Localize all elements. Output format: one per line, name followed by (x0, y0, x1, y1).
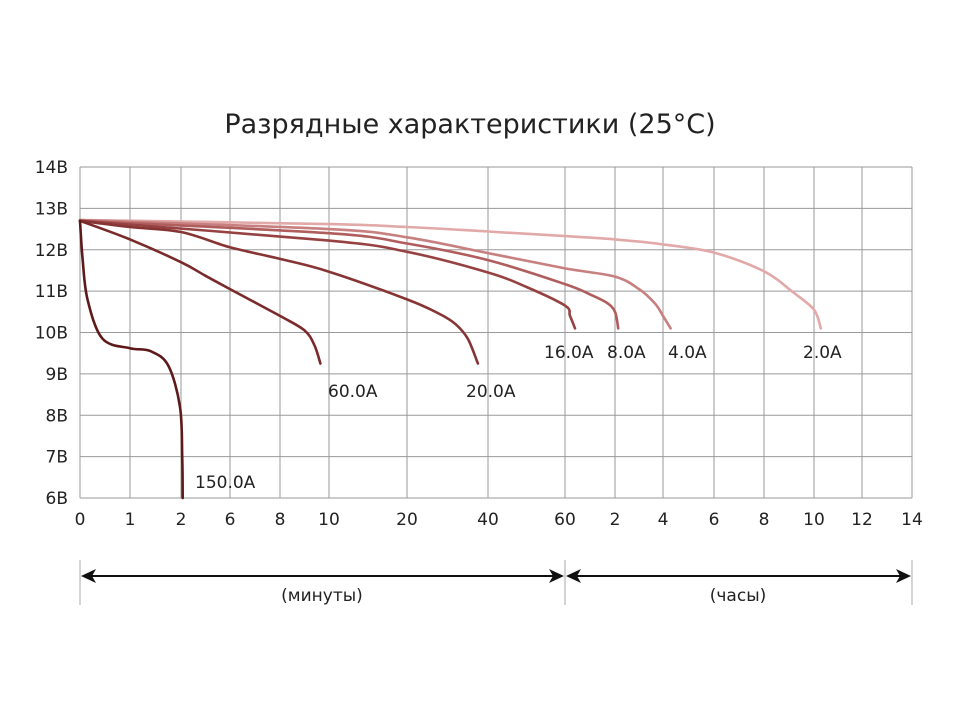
y-tick-label: 13В (35, 199, 68, 219)
hours-label: (часы) (710, 586, 767, 606)
y-tick-label: 9В (46, 365, 68, 385)
x-tick-label: 6 (709, 510, 720, 530)
chart-title: Разрядные характеристики (25°C) (224, 109, 715, 140)
series-line-2.0A (78, 218, 823, 330)
x-tick-label: 12 (851, 510, 873, 530)
x-tick-label: 2 (610, 510, 621, 530)
series-label: 2.0A (803, 343, 842, 363)
x-tick-label: 20 (396, 510, 418, 530)
y-tick-labels: 6В 7В 8В 9В 10В 11В 12В 13В 14В (35, 158, 68, 509)
series-line-20.0A (78, 219, 480, 365)
x-tick-label: 60 (554, 510, 576, 530)
series-line-16.0A (78, 219, 577, 330)
x-tick-labels: 0 1 2 6 8 10 20 40 60 2 4 6 8 10 12 14 (75, 510, 923, 530)
hours-arrowhead-right (896, 569, 911, 583)
x-range-arrows: (минуты) (часы) (79, 560, 913, 606)
hours-arrowhead-left (566, 569, 581, 583)
series-label: 8.0A (607, 343, 646, 363)
series-line-60.0A (78, 219, 322, 365)
series-line-8.0A (78, 219, 620, 330)
x-tick-label: 10 (318, 510, 340, 530)
x-tick-label: 0 (75, 510, 86, 530)
series-label: 20.0A (466, 382, 516, 402)
series-label: 150.0A (195, 473, 256, 493)
y-tick-label: 8В (46, 406, 68, 426)
y-tick-label: 14В (35, 158, 68, 178)
y-tick-label: 10В (35, 324, 68, 344)
y-tick-label: 12В (35, 241, 68, 261)
x-tick-label: 1 (125, 510, 136, 530)
x-tick-label: 4 (658, 510, 669, 530)
x-tick-label: 14 (901, 510, 923, 530)
minutes-arrowhead-left (81, 569, 96, 583)
x-tick-label: 8 (759, 510, 770, 530)
x-tick-label: 2 (176, 510, 187, 530)
minutes-label: (минуты) (281, 586, 363, 606)
minutes-arrowhead-right (549, 569, 564, 583)
grid (79, 166, 913, 499)
series-label: 16.0A (544, 343, 594, 363)
y-tick-label: 6В (46, 489, 68, 509)
series-line-150.0A (78, 219, 184, 500)
series-label: 60.0A (328, 382, 378, 402)
x-tick-label: 40 (477, 510, 499, 530)
y-tick-label: 11В (35, 282, 68, 302)
x-tick-label: 10 (803, 510, 825, 530)
series-labels: 150.0A 60.0A 20.0A 16.0A 8.0A 4.0A 2.0A (195, 343, 842, 493)
series-label: 4.0A (668, 343, 707, 363)
x-tick-label: 8 (275, 510, 286, 530)
series-line-4.0A (78, 218, 672, 330)
series-lines (78, 218, 823, 500)
x-tick-label: 6 (225, 510, 236, 530)
y-tick-label: 7В (46, 448, 68, 468)
